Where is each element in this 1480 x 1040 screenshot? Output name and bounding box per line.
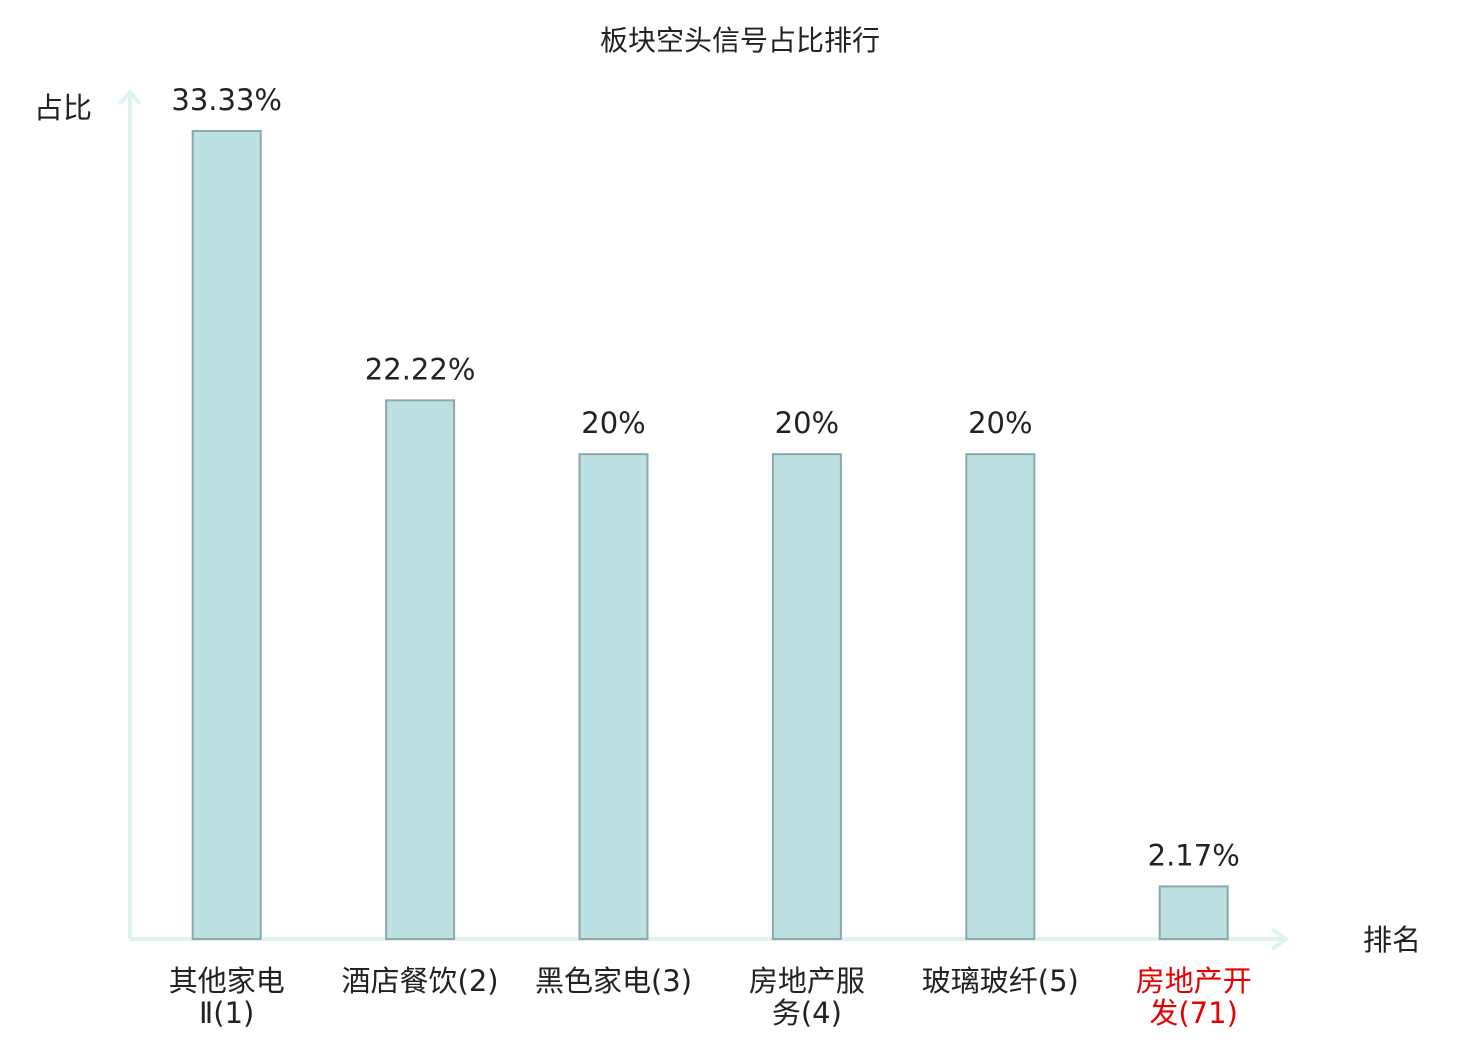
value-label: 2.17%	[1148, 838, 1240, 872]
x-axis-label: 排名	[1363, 923, 1421, 957]
y-axis-arrow	[118, 88, 142, 106]
x-tick-label: 黑色家电(3)	[535, 964, 692, 998]
value-label: 33.33%	[171, 83, 282, 117]
axes	[118, 88, 1290, 951]
y-axis-label: 占比	[34, 91, 92, 125]
bar	[1158, 885, 1229, 940]
x-tick-label: 其他家电 Ⅱ(1)	[169, 964, 285, 1030]
x-tick-label: 酒店餐饮(2)	[342, 964, 499, 998]
bar	[191, 130, 262, 940]
value-label: 20%	[968, 406, 1032, 440]
value-label: 20%	[581, 406, 645, 440]
x-tick-label: 房地产服务(4)	[749, 964, 865, 1030]
x-tick-label: 玻璃玻纤(5)	[922, 964, 1079, 998]
x-tick-label: 房地产开发(71)	[1136, 964, 1252, 1030]
value-label: 22.22%	[365, 352, 476, 386]
bar	[771, 453, 842, 940]
value-label: 20%	[775, 406, 839, 440]
bar	[385, 399, 456, 941]
bar	[965, 453, 1036, 940]
x-axis-arrow	[1270, 927, 1290, 951]
bar	[578, 453, 649, 940]
chart-title: 板块空头信号占比排行	[600, 24, 880, 57]
